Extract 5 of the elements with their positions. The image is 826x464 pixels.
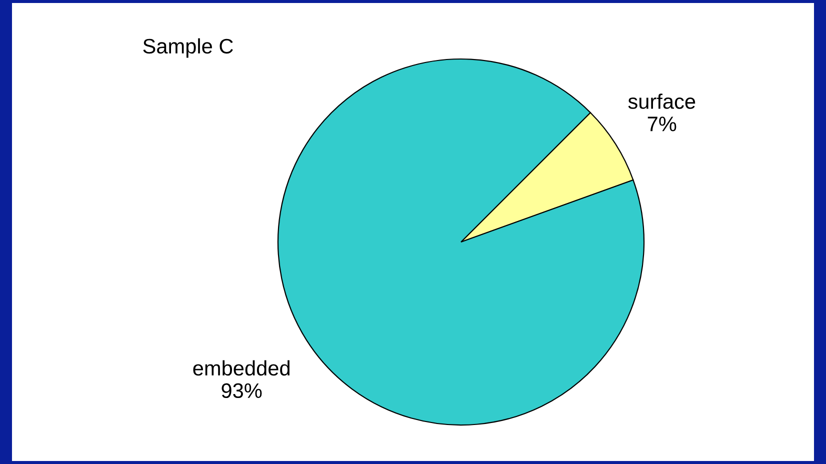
- data-label: 7%: [648, 116, 676, 132]
- slice-label: surface: [628, 94, 696, 109]
- data-label: 93%: [222, 383, 262, 398]
- chart-title: Sample C: [143, 38, 233, 58]
- slice-label: embedded: [193, 360, 290, 376]
